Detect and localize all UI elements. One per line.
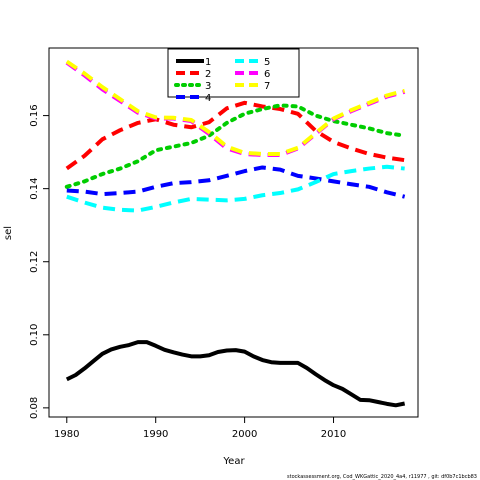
legend-label-7: 7	[264, 81, 270, 92]
x-tick-label: 1990	[143, 429, 168, 440]
y-axis-label: sel	[3, 226, 14, 240]
x-tick-label: 2000	[232, 429, 257, 440]
legend-label-6: 6	[264, 69, 270, 80]
series-line-4	[66, 165, 406, 199]
legend-label-5: 5	[264, 57, 270, 68]
y-tick-label: 0.16	[29, 104, 40, 126]
y-tick-label: 0.14	[29, 178, 40, 200]
series-line-3	[64, 103, 407, 189]
y-tick-label: 0.10	[29, 324, 40, 346]
y-tick-label: 0.08	[29, 397, 40, 419]
series-line-7	[65, 59, 406, 156]
y-axis: 0.08 0.10 0.12 0.14 0.16	[29, 104, 49, 419]
legend-label-3: 3	[205, 81, 211, 92]
plot-frame	[48, 47, 419, 418]
series-line-2	[65, 100, 405, 171]
x-tick-label: 2010	[321, 429, 346, 440]
footnote: stockassessment.org, Cod_WKGattic_2020_4…	[287, 474, 477, 480]
x-axis: 1980 1990 2000 2010	[54, 417, 346, 440]
legend-label-4: 4	[205, 93, 211, 104]
x-axis-label: Year	[222, 456, 245, 467]
legend-label-1: 1	[205, 57, 211, 68]
legend-box	[167, 48, 300, 98]
x-tick-label: 1980	[54, 429, 79, 440]
series-line-1	[65, 340, 406, 408]
y-tick-label: 0.12	[29, 251, 40, 273]
series-line-5	[66, 164, 405, 213]
legend-label-2: 2	[205, 69, 211, 80]
series-layer	[64, 59, 407, 408]
